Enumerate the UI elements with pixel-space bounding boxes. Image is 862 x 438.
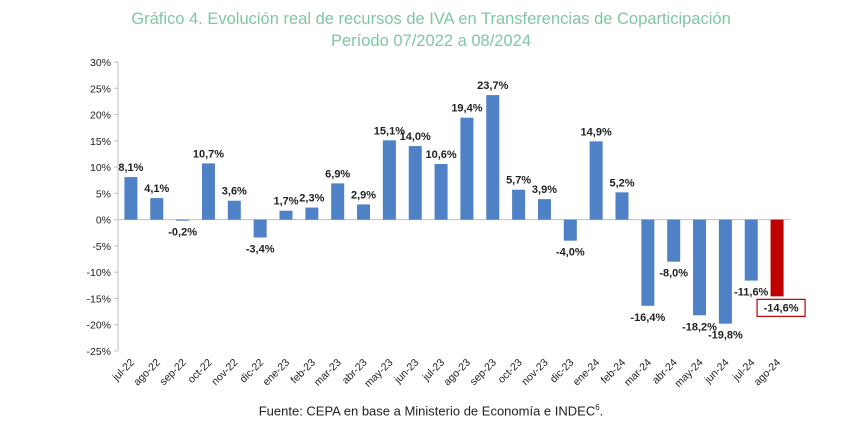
chart-title: Gráfico 4. Evolución real de recursos de…	[131, 10, 731, 28]
chart-subtitle: Período 07/2022 a 08/2024	[330, 32, 531, 50]
y-tick-label: 5%	[96, 188, 111, 200]
data-label: 1,7%	[273, 196, 298, 208]
x-tick-label: jun-24	[702, 357, 732, 387]
source-suffix: .	[599, 403, 604, 419]
y-tick-label: -10%	[86, 267, 111, 279]
x-tick-label: ago-24	[752, 357, 784, 389]
bar	[512, 189, 526, 220]
y-tick-label: -5%	[92, 241, 111, 253]
bar	[460, 117, 474, 220]
bar	[150, 198, 164, 220]
x-tick-label: mar-24	[622, 357, 654, 389]
data-label: 6,9%	[325, 168, 350, 180]
y-tick-label: -25%	[86, 346, 111, 358]
highlight-label-box	[756, 298, 806, 317]
bar	[486, 95, 500, 220]
bar	[253, 219, 267, 238]
data-label: 2,3%	[299, 193, 324, 205]
data-label: -3,4%	[246, 244, 275, 256]
bar	[331, 183, 345, 220]
bar	[744, 219, 758, 281]
data-label: -4,0%	[556, 247, 585, 259]
source-superscript: 6	[595, 403, 600, 412]
y-tick-label: -15%	[86, 293, 111, 305]
data-label: -0,2%	[168, 227, 197, 239]
bar	[201, 163, 215, 220]
data-label: -18,2%	[682, 321, 717, 333]
x-tick-label: sep-23	[468, 357, 499, 388]
x-tick-label: may-23	[362, 357, 395, 390]
bar	[279, 210, 293, 220]
bar	[537, 199, 551, 220]
y-tick-label: 25%	[90, 83, 111, 95]
data-label: 4,1%	[144, 183, 169, 195]
bar	[227, 200, 241, 220]
data-label: 14,9%	[581, 126, 612, 138]
bar	[718, 219, 732, 324]
y-tick-label: 0%	[96, 215, 111, 227]
y-tick-label: -20%	[86, 320, 111, 332]
x-tick-label: sep-22	[158, 357, 189, 388]
y-tick-label: 10%	[90, 162, 111, 174]
data-label: -11,6%	[734, 287, 768, 299]
data-label: 5,7%	[506, 175, 531, 187]
y-tick-label: 15%	[90, 136, 111, 148]
x-tick-label: may-24	[672, 357, 705, 390]
x-tick-label: ago-22	[131, 357, 163, 389]
data-label: 10,6%	[425, 149, 456, 161]
source-note: Fuente: CEPA en base a Ministerio de Eco…	[0, 403, 862, 418]
bar	[693, 219, 707, 316]
bar	[357, 204, 371, 220]
data-label: -16,4%	[630, 312, 665, 324]
bar	[589, 141, 603, 220]
data-label: 8,1%	[118, 162, 143, 174]
x-tick-label: nov-23	[519, 357, 550, 388]
bar	[615, 192, 629, 220]
data-label: 3,6%	[222, 186, 247, 198]
x-tick-label: mar-23	[312, 357, 344, 389]
data-label: 23,7%	[477, 80, 508, 92]
x-tick-label: ago-23	[441, 357, 473, 389]
data-label: 14,0%	[400, 131, 431, 143]
x-tick-label: jun-23	[392, 357, 422, 387]
data-label: -14,6%	[764, 302, 799, 314]
bar	[770, 219, 784, 297]
source-text: Fuente: CEPA en base a Ministerio de Eco…	[258, 403, 596, 419]
data-label: 5,2%	[609, 177, 634, 189]
bar	[641, 219, 655, 306]
bar-chart: -25% -20% -15% -10% -5% 0% 5% 10% 15% 20% 25% 30% 8,…	[86, 57, 806, 390]
bar	[408, 146, 422, 220]
bar	[563, 219, 577, 241]
bar	[667, 219, 681, 262]
data-label: 3,9%	[532, 184, 557, 196]
x-tick-label: nov-22	[209, 357, 240, 388]
bar	[176, 219, 190, 221]
data-label: 19,4%	[451, 103, 482, 115]
data-label: 10,7%	[193, 148, 224, 160]
bar	[124, 177, 138, 220]
x-tick-label: ene-24	[571, 357, 603, 389]
bar	[382, 140, 396, 220]
y-tick-label: 20%	[90, 110, 111, 122]
x-tick-label: ene-23	[261, 357, 293, 389]
data-label: 2,9%	[351, 189, 376, 201]
data-label: -8,0%	[659, 268, 688, 280]
bar	[305, 207, 319, 220]
data-label: -19,8%	[708, 330, 743, 342]
data-label: 15,1%	[374, 125, 405, 137]
bar	[434, 163, 448, 220]
y-tick-label: 30%	[90, 57, 111, 69]
